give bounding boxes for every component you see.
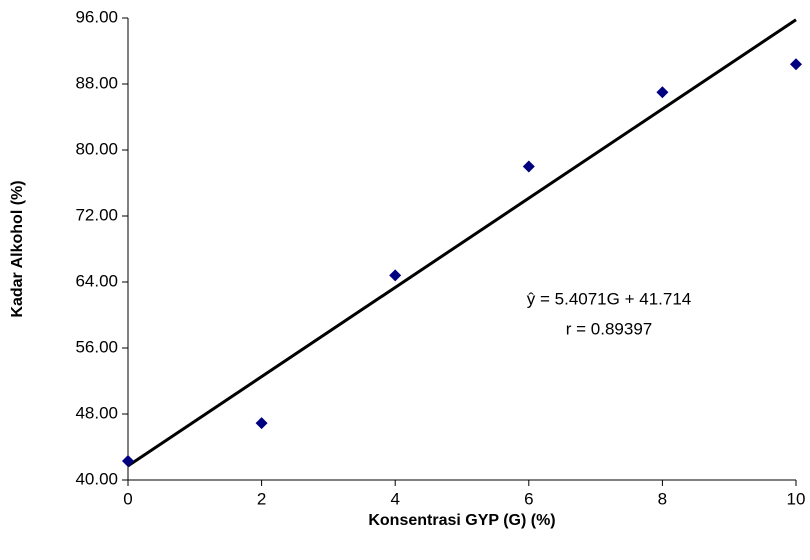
x-tick-label: 4 — [390, 489, 399, 508]
point — [256, 417, 268, 429]
y-tick-label: 72.00 — [75, 205, 118, 224]
x-axis-title: Konsentrasi GYP (G) (%) — [368, 512, 555, 529]
x-tick-label: 6 — [524, 489, 533, 508]
y-tick-label: 56.00 — [75, 337, 118, 356]
x-tick-label: 10 — [787, 489, 806, 508]
y-tick-label: 48.00 — [75, 403, 118, 422]
point — [122, 455, 134, 467]
point — [523, 161, 535, 173]
y-tick-label: 96.00 — [75, 7, 118, 26]
chart: Konsentrasi GYP (G) (%) Kadar Alkohol (%… — [0, 0, 810, 560]
y-tick-label: 64.00 — [75, 271, 118, 290]
trendline — [128, 20, 796, 466]
point — [656, 86, 668, 98]
equation: ŷ = 5.4071G + 41.714 — [527, 289, 691, 308]
y-tick-label: 88.00 — [75, 73, 118, 92]
page: Konsentrasi GYP (G) (%) Kadar Alkohol (%… — [0, 0, 810, 560]
y-tick-label: 80.00 — [75, 139, 118, 158]
y-axis-title: Kadar Alkohol (%) — [9, 180, 26, 317]
x-tick-label: 2 — [257, 489, 266, 508]
x-tick-label: 8 — [658, 489, 667, 508]
correlation: r = 0.89397 — [566, 319, 653, 338]
x-tick-label: 0 — [123, 489, 132, 508]
point — [389, 269, 401, 281]
y-tick-label: 40.00 — [75, 469, 118, 488]
point — [790, 58, 802, 70]
